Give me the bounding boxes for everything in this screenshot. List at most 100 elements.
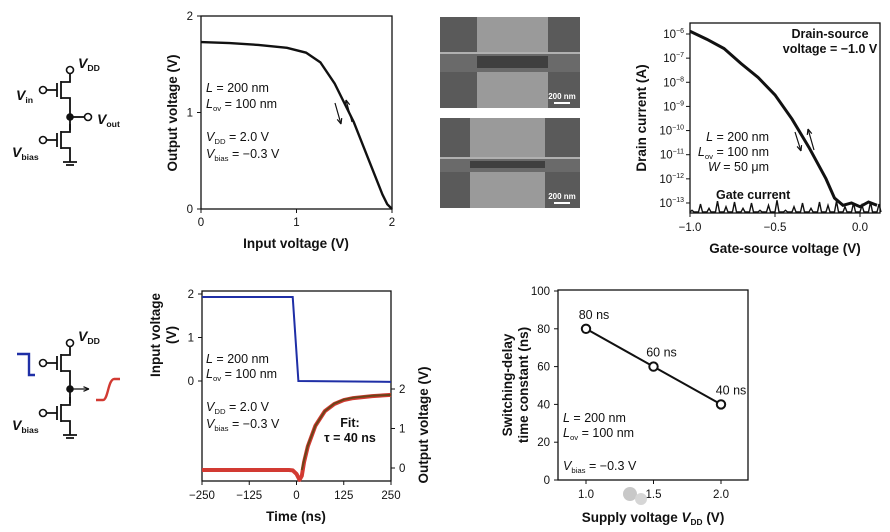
y-axis-label-line2: time constant (ns) bbox=[516, 327, 531, 443]
pull-up-transistor bbox=[47, 347, 71, 379]
vdd-terminal bbox=[65, 65, 75, 75]
annotation: Lov​ = 100 nm bbox=[206, 97, 277, 113]
transient-plot-frame bbox=[201, 290, 392, 482]
x-tick-label: 0 bbox=[293, 490, 299, 502]
y-tick-label: 10−7 bbox=[663, 52, 684, 65]
sem-channel-gap bbox=[477, 56, 548, 68]
device-parameter: L = 200 nm bbox=[706, 130, 769, 144]
y-tick-label: 100 bbox=[531, 286, 550, 298]
sem-channel-gap bbox=[470, 161, 545, 168]
data-point bbox=[580, 323, 592, 334]
x-tick-label: −1.0 bbox=[679, 222, 702, 234]
y-tick-label: 0 bbox=[544, 475, 550, 487]
y-tick-label: 10−10 bbox=[659, 125, 684, 138]
annotation: Lov​ = 100 nm bbox=[206, 367, 277, 383]
sem-top-electrode bbox=[470, 118, 545, 157]
y-tick-label: 10−12 bbox=[659, 173, 684, 186]
y-tick-label-right: 0 bbox=[399, 463, 405, 475]
vout-terminal bbox=[83, 112, 93, 122]
wechat-logo-icon bbox=[623, 487, 637, 501]
vdd-label: VDD​ bbox=[78, 55, 100, 73]
sweep-down-arrow bbox=[794, 131, 802, 152]
x-tick-label: 1 bbox=[293, 217, 299, 229]
sweep-up-arrow-head bbox=[344, 99, 351, 107]
fit-tau-label: τ = 40 ns bbox=[324, 431, 376, 445]
x-tick-label: −250 bbox=[189, 490, 215, 502]
device-parameter: W = 50 μm bbox=[708, 160, 769, 174]
annotation: L = 200 nm bbox=[206, 81, 269, 95]
x-tick-label: −125 bbox=[236, 490, 262, 502]
x-axis-label: Input voltage (V) bbox=[243, 236, 349, 251]
sem-scale-bar-label: 200 nm bbox=[548, 192, 576, 201]
y-axis-label-left: Input voltage bbox=[148, 293, 163, 377]
y-tick-label: 10−6 bbox=[663, 28, 684, 41]
sweep-up-arrow bbox=[807, 128, 815, 151]
sem-top-electrode bbox=[477, 17, 548, 52]
y-tick-label: 10−13 bbox=[659, 197, 684, 210]
y-tick-label-right: 2 bbox=[399, 384, 405, 396]
y-tick-label: 40 bbox=[537, 399, 550, 411]
annotation: Vbias​ = −0.3 V bbox=[206, 417, 280, 433]
annotation: Lov​ = 100 nm bbox=[563, 426, 634, 442]
bias-transistor bbox=[47, 397, 71, 429]
sweep-down-arrow-head bbox=[796, 144, 803, 152]
annotation: L = 200 nm bbox=[563, 411, 626, 425]
sem-scale-bar-label: 200 nm bbox=[548, 92, 576, 101]
x-tick-label: 0 bbox=[198, 217, 204, 229]
sem-bottom-electrode bbox=[477, 72, 548, 108]
device-parameter: Lov​ = 100 nm bbox=[698, 145, 769, 161]
y-tick-label-left: 2 bbox=[188, 289, 194, 301]
y-tick-label: 10−11 bbox=[660, 149, 684, 162]
sem-bottom-electrode bbox=[470, 172, 545, 208]
y-tick-label: 2 bbox=[187, 11, 193, 23]
vdd-terminal bbox=[65, 338, 75, 348]
sem-scale-bar bbox=[554, 102, 570, 104]
data-label: 60 ns bbox=[646, 346, 677, 360]
x-tick-label: 250 bbox=[381, 490, 400, 502]
annotation-drain-source-value: voltage = −1.0 V bbox=[783, 42, 878, 56]
data-point bbox=[715, 399, 727, 410]
y-tick-label: 0 bbox=[187, 204, 193, 216]
fit-label: Fit: bbox=[340, 416, 359, 430]
data-label: 80 ns bbox=[579, 308, 610, 322]
pull-up-transistor bbox=[47, 74, 71, 106]
sem-scale-bar bbox=[554, 202, 570, 204]
fit-curve bbox=[300, 393, 392, 471]
vtc-plot-frame bbox=[200, 15, 393, 210]
ground-icon bbox=[63, 156, 77, 166]
y-axis-label: Output voltage (V) bbox=[165, 55, 180, 172]
y-tick-label-right: 1 bbox=[399, 424, 405, 436]
bias-transistor bbox=[47, 124, 71, 156]
data-point bbox=[648, 361, 659, 372]
ground-icon bbox=[63, 429, 77, 439]
x-axis-label: Supply voltage VDD​ (V) bbox=[582, 510, 725, 527]
y-tick-label-left: 0 bbox=[188, 376, 194, 388]
gate-terminal bbox=[38, 135, 48, 145]
gate-current-curve bbox=[689, 200, 882, 213]
x-tick-label: −0.5 bbox=[764, 222, 787, 234]
gate-current-label: Gate current bbox=[716, 188, 791, 202]
sweep-up-arrow bbox=[345, 99, 353, 123]
x-tick-label: 2.0 bbox=[713, 489, 729, 501]
y-axis-label: Switching-delay bbox=[500, 333, 515, 436]
y-tick-label: 10−9 bbox=[663, 100, 684, 113]
y-tick-label-left: 1 bbox=[188, 333, 194, 345]
x-tick-label: 2 bbox=[389, 217, 395, 229]
vbias-label: Vbias​ bbox=[12, 417, 39, 435]
gate-terminal bbox=[38, 408, 48, 418]
gate-terminal bbox=[38, 85, 48, 95]
wechat-logo-icon-part bbox=[635, 493, 647, 505]
sweep-up-arrow-head bbox=[806, 128, 813, 136]
rising-step-output-icon bbox=[96, 377, 120, 402]
vbias-label: Vbias​ bbox=[12, 144, 39, 162]
output-arrow-icon-head bbox=[83, 386, 90, 392]
y-tick-label: 20 bbox=[537, 437, 550, 449]
sweep-down-arrow-head bbox=[336, 117, 343, 125]
vin-label: Vin​ bbox=[16, 87, 33, 105]
drain-current-curve bbox=[689, 29, 878, 209]
falling-step-input-icon bbox=[17, 352, 35, 377]
data-label: 40 ns bbox=[716, 383, 747, 397]
vtc-curve bbox=[200, 40, 393, 210]
vdd-label: VDD​ bbox=[78, 328, 100, 346]
